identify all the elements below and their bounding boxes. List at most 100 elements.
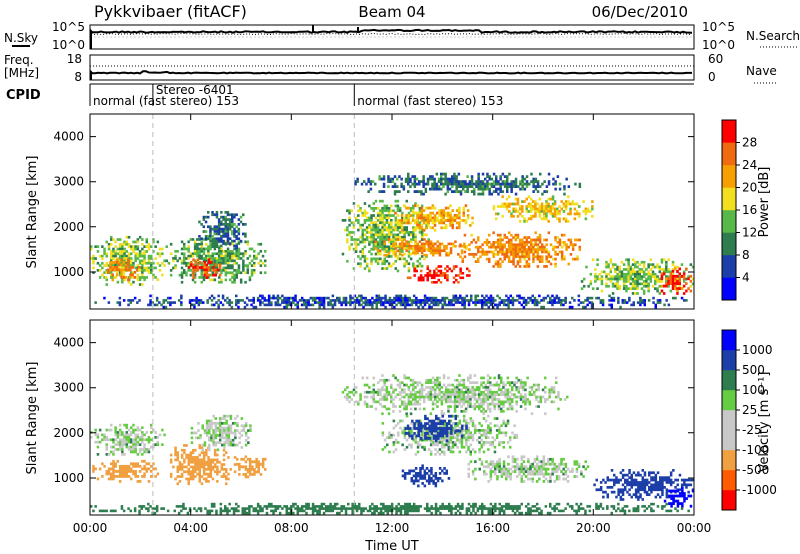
- range-gate-cell: [536, 185, 540, 188]
- range-gate-cell: [500, 381, 503, 384]
- range-gate-cell: [473, 393, 477, 396]
- range-gate-cell: [201, 266, 204, 269]
- range-gate-cell: [506, 190, 509, 193]
- range-gate-cell: [393, 301, 396, 304]
- range-gate-cell: [374, 407, 378, 411]
- range-gate-cell: [607, 272, 610, 276]
- range-gate-cell: [354, 390, 358, 394]
- range-gate-cell: [478, 402, 481, 406]
- range-gate-cell: [195, 301, 198, 304]
- range-gate-cell: [426, 267, 429, 271]
- range-gate-cell: [525, 260, 529, 263]
- range-gate-cell: [397, 296, 400, 300]
- range-gate-cell: [457, 172, 461, 176]
- range-gate-cell: [143, 472, 146, 476]
- range-gate-cell: [372, 226, 375, 229]
- range-gate-cell: [134, 266, 137, 270]
- range-gate-cell: [226, 247, 230, 251]
- range-gate-cell: [451, 383, 455, 387]
- range-gate-cell: [235, 276, 238, 279]
- range-gate-cell: [136, 278, 140, 282]
- range-gate-cell: [420, 393, 424, 396]
- range-gate-cell: [407, 398, 411, 401]
- range-gate-cell: [495, 190, 498, 193]
- range-gate-cell: [428, 272, 432, 275]
- range-gate-cell: [213, 225, 216, 229]
- range-gate-cell: [398, 190, 401, 193]
- range-gate-cell: [554, 245, 557, 249]
- range-gate-cell: [389, 244, 393, 248]
- range-gate-cell: [180, 453, 184, 457]
- range-gate-cell: [447, 410, 450, 413]
- range-gate-cell: [458, 211, 461, 215]
- range-gate-cell: [444, 192, 447, 196]
- range-gate-cell: [479, 255, 482, 259]
- range-gate-cell: [169, 273, 173, 277]
- range-gate-cell: [132, 462, 135, 466]
- range-gate-cell: [486, 180, 489, 183]
- range-gate-cell: [429, 388, 433, 392]
- range-gate-cell: [678, 267, 681, 271]
- range-gate-cell: [525, 185, 529, 188]
- range-gate-cell: [396, 207, 400, 210]
- range-gate-cell: [486, 390, 490, 394]
- range-gate-cell: [422, 180, 425, 183]
- range-gate-cell: [355, 299, 359, 302]
- range-gate-cell: [636, 272, 639, 276]
- range-gate-cell: [376, 252, 380, 256]
- range-gate-cell: [211, 227, 214, 231]
- range-gate-cell: [429, 187, 432, 191]
- range-gate-cell: [469, 405, 472, 408]
- y-tick-label: 2000: [53, 220, 84, 234]
- range-gate-cell: [379, 388, 382, 392]
- range-gate-cell: [445, 400, 448, 404]
- range-gate-cell: [118, 467, 122, 471]
- range-gate-cell: [409, 247, 413, 250]
- range-gate-cell: [382, 190, 386, 193]
- range-gate-cell: [107, 472, 111, 476]
- range-gate-cell: [354, 245, 358, 249]
- range-gate-cell: [92, 261, 95, 265]
- range-gate-cell: [178, 465, 182, 469]
- range-gate-cell: [470, 253, 473, 256]
- range-gate-cell: [183, 451, 186, 454]
- range-gate-cell: [145, 238, 148, 241]
- range-gate-cell: [575, 212, 579, 216]
- range-gate-cell: [276, 303, 280, 307]
- range-gate-cell: [394, 395, 397, 399]
- range-gate-cell: [499, 238, 502, 242]
- range-gate-cell: [409, 240, 413, 243]
- range-gate-cell: [294, 294, 297, 298]
- range-gate-cell: [463, 250, 467, 254]
- range-gate-cell: [481, 190, 485, 193]
- range-gate-cell: [130, 271, 133, 274]
- range-gate-cell: [467, 388, 470, 392]
- range-gate-cell: [634, 284, 637, 288]
- range-gate-cell: [156, 472, 160, 476]
- range-gate-cell: [392, 410, 395, 413]
- range-gate-cell: [462, 211, 465, 215]
- range-gate-cell: [276, 301, 280, 304]
- range-gate-cell: [235, 257, 238, 260]
- range-gate-cell: [212, 436, 215, 440]
- range-gate-cell: [225, 477, 228, 481]
- range-gate-cell: [437, 269, 440, 273]
- range-gate-cell: [387, 262, 391, 266]
- range-gate-cell: [616, 280, 619, 283]
- range-gate-cell: [220, 211, 223, 214]
- range-gate-cell: [505, 294, 508, 298]
- range-gate-cell: [467, 402, 470, 406]
- range-gate-cell: [176, 259, 179, 263]
- range-gate-cell: [127, 303, 130, 307]
- range-gate-cell: [388, 303, 392, 307]
- range-gate-cell: [427, 214, 430, 217]
- range-gate-cell: [346, 386, 349, 389]
- range-gate-cell: [132, 450, 135, 454]
- range-gate-cell: [431, 226, 435, 230]
- range-gate-cell: [420, 255, 424, 258]
- range-gate-cell: [583, 284, 586, 288]
- range-gate-cell: [115, 268, 119, 272]
- range-gate-cell: [423, 398, 426, 401]
- range-gate-cell: [636, 260, 639, 264]
- range-gate-cell: [127, 433, 131, 437]
